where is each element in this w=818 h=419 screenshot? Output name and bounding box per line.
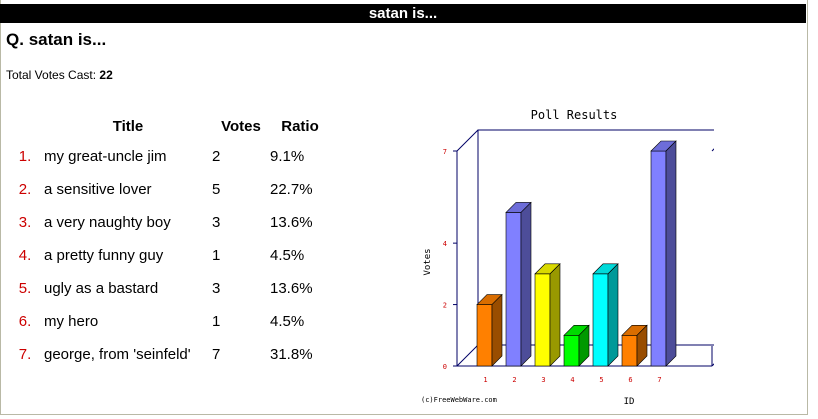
- row-title: a pretty funny guy: [44, 247, 164, 264]
- y-ticks: 0 2 4 7: [443, 148, 457, 371]
- table-row: 1. my great-uncle jim 2 9.1%: [6, 140, 330, 173]
- row-votes: 5: [212, 181, 221, 198]
- table-row: 6. my hero 1 4.5%: [6, 305, 330, 338]
- table-row: 5. ugly as a bastard 3 13.6%: [6, 272, 330, 305]
- bar-5: [592, 263, 619, 367]
- total-votes-label: Total Votes Cast:: [6, 68, 97, 82]
- row-ratio: 9.1%: [270, 148, 305, 165]
- row-votes: 1: [212, 313, 221, 330]
- chart-title: Poll Results: [531, 108, 618, 122]
- bar-6: [621, 324, 648, 367]
- row-votes: 3: [212, 280, 221, 297]
- total-votes: Total Votes Cast: 22: [6, 68, 113, 82]
- bar-front: [563, 334, 580, 367]
- results-header-row: Title Votes Ratio: [6, 112, 330, 140]
- table-row: 2. a sensitive lover 5 22.7%: [6, 173, 330, 206]
- row-number: 6.: [18, 313, 32, 330]
- row-title: my great-uncle jim: [44, 148, 167, 165]
- bar-2: [505, 201, 532, 367]
- bar-front: [621, 334, 638, 367]
- x-tick-label: 2: [512, 376, 516, 384]
- bars: [476, 140, 677, 367]
- bar-4: [563, 324, 590, 367]
- row-ratio: 4.5%: [270, 313, 305, 330]
- x-tick-label: 1: [483, 376, 487, 384]
- bar-1: [476, 293, 503, 367]
- y-tick-label: 4: [443, 240, 447, 248]
- question-heading: Q. satan is...: [6, 30, 106, 50]
- table-row: 4. a pretty funny guy 1 4.5%: [6, 239, 330, 272]
- y-tick-label: 2: [443, 302, 447, 310]
- poll-results-chart: Poll Results Votes ID (c)FreeWebWare.com…: [421, 108, 714, 407]
- chart-depth-line: [711, 148, 714, 152]
- y-axis-label: Votes: [423, 248, 433, 275]
- total-votes-value: 22: [99, 68, 113, 82]
- row-ratio: 13.6%: [270, 214, 313, 231]
- header-num: [6, 112, 44, 140]
- row-number: 1.: [18, 148, 32, 165]
- row-votes: 3: [212, 214, 221, 231]
- bar-side: [578, 324, 590, 367]
- row-number: 4.: [18, 247, 32, 264]
- x-tick-label: 6: [628, 376, 632, 384]
- x-ticks: 1 2 3 4 5 6 7: [483, 376, 661, 384]
- x-tick-label: 3: [541, 376, 545, 384]
- results-table: Title Votes Ratio 1. my great-uncle jim …: [6, 112, 330, 371]
- header-ratio: Ratio: [281, 117, 319, 135]
- header-title: Title: [112, 117, 144, 135]
- header-votes: Votes: [221, 117, 261, 135]
- bar-side: [549, 263, 561, 367]
- poll-title-bar: satan is...: [0, 4, 806, 23]
- row-title: a very naughty boy: [44, 214, 171, 231]
- row-votes: 1: [212, 247, 221, 264]
- bar-side: [636, 324, 648, 367]
- bar-3: [534, 263, 561, 367]
- x-tick-label: 5: [599, 376, 603, 384]
- row-votes: 2: [212, 148, 221, 165]
- x-axis-label: ID: [624, 397, 635, 407]
- bar-front: [534, 273, 551, 367]
- bar-7: [650, 140, 677, 367]
- y-tick-label: 0: [443, 363, 447, 371]
- bar-side: [520, 201, 532, 367]
- x-tick-label: 7: [657, 376, 661, 384]
- row-title: george, from 'seinfeld': [44, 346, 191, 363]
- row-title: my hero: [44, 313, 99, 330]
- row-ratio: 22.7%: [270, 181, 313, 198]
- bar-side: [607, 263, 619, 367]
- question-prefix: Q.: [6, 30, 24, 49]
- chart-depth-line: [456, 129, 479, 152]
- row-ratio: 4.5%: [270, 247, 305, 264]
- row-ratio: 31.8%: [270, 346, 313, 363]
- bar-front: [592, 273, 609, 367]
- bar-side: [665, 140, 677, 367]
- chart-credit: (c)FreeWebWare.com: [421, 396, 497, 404]
- question-text: satan is...: [28, 30, 107, 49]
- row-title: a sensitive lover: [44, 181, 152, 198]
- row-number: 5.: [18, 280, 32, 297]
- row-number: 3.: [18, 214, 32, 231]
- row-number: 7.: [18, 346, 32, 363]
- y-tick-label: 7: [443, 148, 447, 156]
- table-row: 3. a very naughty boy 3 13.6%: [6, 206, 330, 239]
- bar-front: [505, 212, 522, 367]
- table-row: 7. george, from 'seinfeld' 7 31.8%: [6, 338, 330, 371]
- row-title: ugly as a bastard: [44, 280, 159, 297]
- row-votes: 7: [212, 346, 221, 363]
- chart-depth-line: [456, 344, 479, 367]
- x-tick-label: 4: [570, 376, 574, 384]
- row-number: 2.: [18, 181, 32, 198]
- row-ratio: 13.6%: [270, 280, 313, 297]
- bar-side: [491, 293, 503, 367]
- bar-front: [650, 150, 667, 367]
- bar-front: [476, 304, 493, 367]
